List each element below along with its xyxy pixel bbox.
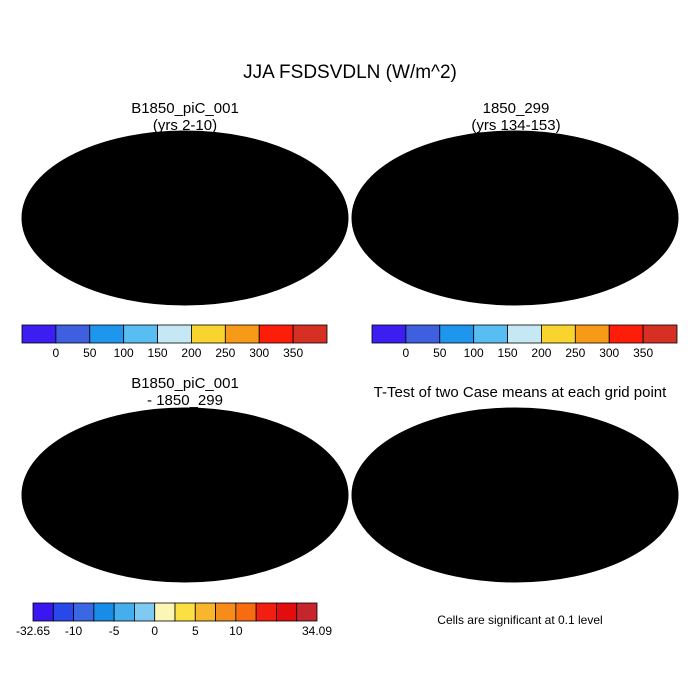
panel4-title: T-Test of two Case means at each grid po… (345, 384, 695, 401)
colorbar-tick-label: 100 (464, 346, 484, 360)
colorbar-tick-label: 350 (283, 346, 303, 360)
colorbar-swatch (258, 324, 294, 344)
colorbar-swatch (642, 324, 678, 344)
colorbar-swatch (405, 324, 441, 344)
map-panel-4 (351, 407, 679, 583)
colorbar-tick-label: 50 (433, 346, 447, 360)
colorbar-swatch (276, 602, 298, 622)
colorbar-tick-label: 10 (229, 624, 243, 638)
panel3-title: B1850_piC_001 - 1850_299 (20, 375, 350, 409)
panel1-title: B1850_piC_001 (yrs 2-10) (20, 100, 350, 134)
panel3-title-line1: B1850_piC_001 (131, 375, 239, 392)
map-panel-2 (351, 130, 679, 306)
colorbar-tick-label: 250 (215, 346, 235, 360)
significance-note: Cells are significant at 0.1 level (437, 613, 603, 627)
colorbar-swatch (507, 324, 542, 344)
colorbar-tick-label: 0 (151, 624, 158, 638)
colorbar-tick-label: 200 (181, 346, 201, 360)
colorbar-tick-label: 200 (531, 346, 551, 360)
colorbar-swatch (174, 602, 196, 622)
map-border (21, 130, 349, 306)
colorbar-swatch (541, 324, 576, 344)
panel2-title-line1: 1850_299 (482, 100, 550, 117)
colorbar-tick-label: 0 (53, 346, 60, 360)
colorbar-tick-label: 350 (633, 346, 653, 360)
map-border (351, 407, 679, 583)
panel1-title-line2: (yrs 2-10) (152, 117, 218, 134)
colorbar-tick-label: 0 (403, 346, 410, 360)
colorbar-3: -32.65 -10 -5 0 5 10 34.09 (16, 602, 332, 638)
colorbar-swatch (157, 324, 192, 344)
colorbar-swatch (89, 324, 125, 344)
colorbar-swatch (215, 602, 237, 622)
panel1-title-line1: B1850_piC_001 (131, 100, 239, 117)
colorbar-swatch (608, 324, 644, 344)
colorbar-swatch (224, 324, 260, 344)
colorbar-tick-label: 150 (498, 346, 518, 360)
colorbar-tick-label: 50 (83, 346, 97, 360)
colorbar-swatch (73, 602, 95, 622)
colorbar-swatch (371, 324, 407, 344)
panel3-title-line2: - 1850_299 (147, 392, 223, 409)
colorbar-swatch (292, 324, 328, 344)
colorbar-swatch (55, 324, 91, 344)
colorbar-tick-label: 5 (192, 624, 199, 638)
panel4-title-line1: T-Test of two Case means at each grid po… (373, 384, 667, 401)
figure-title: JJA FSDSVDLN (W/m^2) (243, 62, 457, 83)
colorbar-swatch (235, 602, 257, 622)
colorbar-tick-label: 300 (249, 346, 269, 360)
colorbar-swatch (123, 324, 158, 344)
colorbar-swatch (93, 602, 115, 622)
colorbar-swatch (296, 602, 318, 622)
colorbar-swatch (134, 602, 156, 622)
colorbar-tick-label: -5 (109, 624, 120, 638)
colorbar-swatch (191, 324, 226, 344)
colorbar-swatch (473, 324, 508, 344)
colorbar-swatch (154, 602, 176, 622)
map-border (21, 407, 349, 583)
colorbar-tick-label: 34.09 (302, 624, 332, 638)
colorbar-swatch (255, 602, 277, 622)
colorbar-tick-label: 150 (148, 346, 168, 360)
colorbar-swatch (194, 602, 216, 622)
colorbar-tick-label: -10 (65, 624, 83, 638)
map-panel-1 (21, 130, 349, 306)
panel2-title: 1850_299 (yrs 134-153) (351, 100, 681, 134)
colorbar-tick-label: -32.65 (16, 624, 50, 638)
colorbar-swatch (52, 602, 74, 622)
colorbar-2: 0 50 100 150 200 250 300 350 (371, 324, 678, 360)
colorbar-swatch (439, 324, 475, 344)
colorbar-swatch (574, 324, 610, 344)
colorbar-tick-label: 100 (114, 346, 134, 360)
colorbar-1: 0 50 100 150 200 250 300 350 (21, 324, 328, 360)
colorbar-tick-label: 250 (565, 346, 585, 360)
map-panel-3 (21, 407, 349, 583)
colorbar-tick-label: 300 (599, 346, 619, 360)
colorbar-swatch (32, 602, 54, 622)
panel2-title-line2: (yrs 134-153) (471, 117, 561, 134)
colorbar-swatch (113, 602, 135, 622)
map-border (351, 130, 679, 306)
colorbar-swatch (21, 324, 57, 344)
